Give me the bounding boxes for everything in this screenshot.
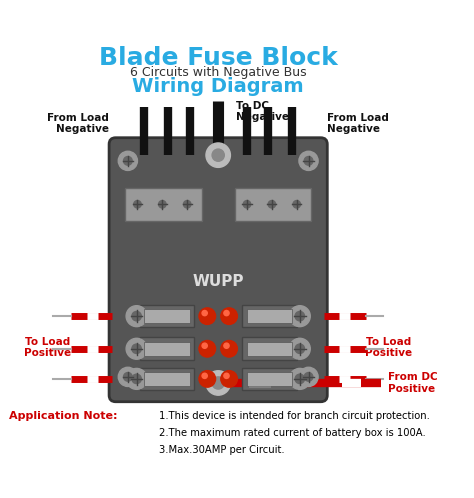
Bar (144, 372, 190, 386)
Circle shape (212, 149, 224, 161)
Circle shape (224, 310, 229, 316)
Circle shape (202, 373, 207, 378)
Bar (242, 338, 297, 360)
Circle shape (159, 201, 166, 208)
Circle shape (134, 201, 141, 208)
Bar (140, 338, 194, 360)
Circle shape (199, 308, 216, 324)
Circle shape (199, 371, 216, 387)
Text: To DC
Negative: To DC Negative (236, 101, 289, 123)
Text: Wiring Diagram: Wiring Diagram (132, 78, 304, 97)
Circle shape (126, 369, 147, 389)
Bar (246, 372, 292, 386)
Circle shape (299, 367, 318, 386)
Circle shape (126, 306, 147, 327)
Circle shape (221, 371, 237, 387)
Circle shape (268, 201, 275, 208)
Circle shape (183, 201, 191, 208)
Circle shape (293, 201, 301, 208)
Bar (140, 305, 194, 328)
Bar (242, 305, 297, 328)
FancyBboxPatch shape (109, 138, 327, 402)
Circle shape (289, 338, 310, 359)
Circle shape (295, 344, 304, 354)
Bar (144, 342, 190, 356)
Circle shape (289, 196, 305, 213)
Bar (235, 188, 311, 221)
Circle shape (239, 196, 255, 213)
Bar (140, 368, 194, 390)
Circle shape (212, 377, 224, 389)
Circle shape (295, 311, 304, 321)
Circle shape (126, 338, 147, 359)
Circle shape (289, 306, 310, 327)
Bar (144, 309, 190, 323)
Circle shape (289, 369, 310, 389)
Bar (246, 342, 292, 356)
Circle shape (132, 344, 141, 354)
Text: 3.Max.30AMP per Circuit.: 3.Max.30AMP per Circuit. (159, 445, 285, 455)
Bar (125, 188, 201, 221)
Circle shape (224, 343, 229, 348)
Circle shape (124, 373, 132, 381)
Bar (242, 368, 297, 390)
Circle shape (304, 156, 313, 165)
Text: 6 Circuits with Negative Bus: 6 Circuits with Negative Bus (130, 66, 307, 79)
Text: To Load
Positive: To Load Positive (25, 337, 72, 359)
Circle shape (118, 151, 137, 170)
Circle shape (132, 311, 141, 321)
Text: From Load
Negative: From Load Negative (327, 113, 389, 134)
Bar (246, 309, 292, 323)
Circle shape (199, 341, 216, 357)
Circle shape (202, 343, 207, 348)
Text: From Load
Negative: From Load Negative (47, 113, 109, 134)
Circle shape (221, 341, 237, 357)
Text: From DC
Positive: From DC Positive (388, 372, 438, 394)
Circle shape (221, 308, 237, 324)
Circle shape (295, 374, 304, 383)
Circle shape (129, 196, 146, 213)
Text: 1.This device is intended for branch circuit protection.: 1.This device is intended for branch cir… (159, 411, 430, 421)
Text: WUPP: WUPP (192, 273, 244, 288)
Circle shape (206, 143, 230, 167)
Circle shape (118, 367, 137, 386)
Circle shape (304, 373, 313, 381)
Circle shape (154, 196, 171, 213)
Circle shape (124, 156, 132, 165)
Circle shape (179, 196, 195, 213)
Circle shape (264, 196, 280, 213)
Text: Blade Fuse Block: Blade Fuse Block (99, 46, 337, 70)
Circle shape (224, 373, 229, 378)
Circle shape (202, 310, 207, 316)
Text: Application Note:: Application Note: (9, 411, 117, 421)
Text: 2.The maximum rated current of battery box is 100A.: 2.The maximum rated current of battery b… (159, 428, 426, 438)
Circle shape (132, 374, 141, 383)
Circle shape (206, 371, 230, 395)
Text: To Load
Positive: To Load Positive (365, 337, 412, 359)
Circle shape (299, 151, 318, 170)
Circle shape (243, 201, 251, 208)
